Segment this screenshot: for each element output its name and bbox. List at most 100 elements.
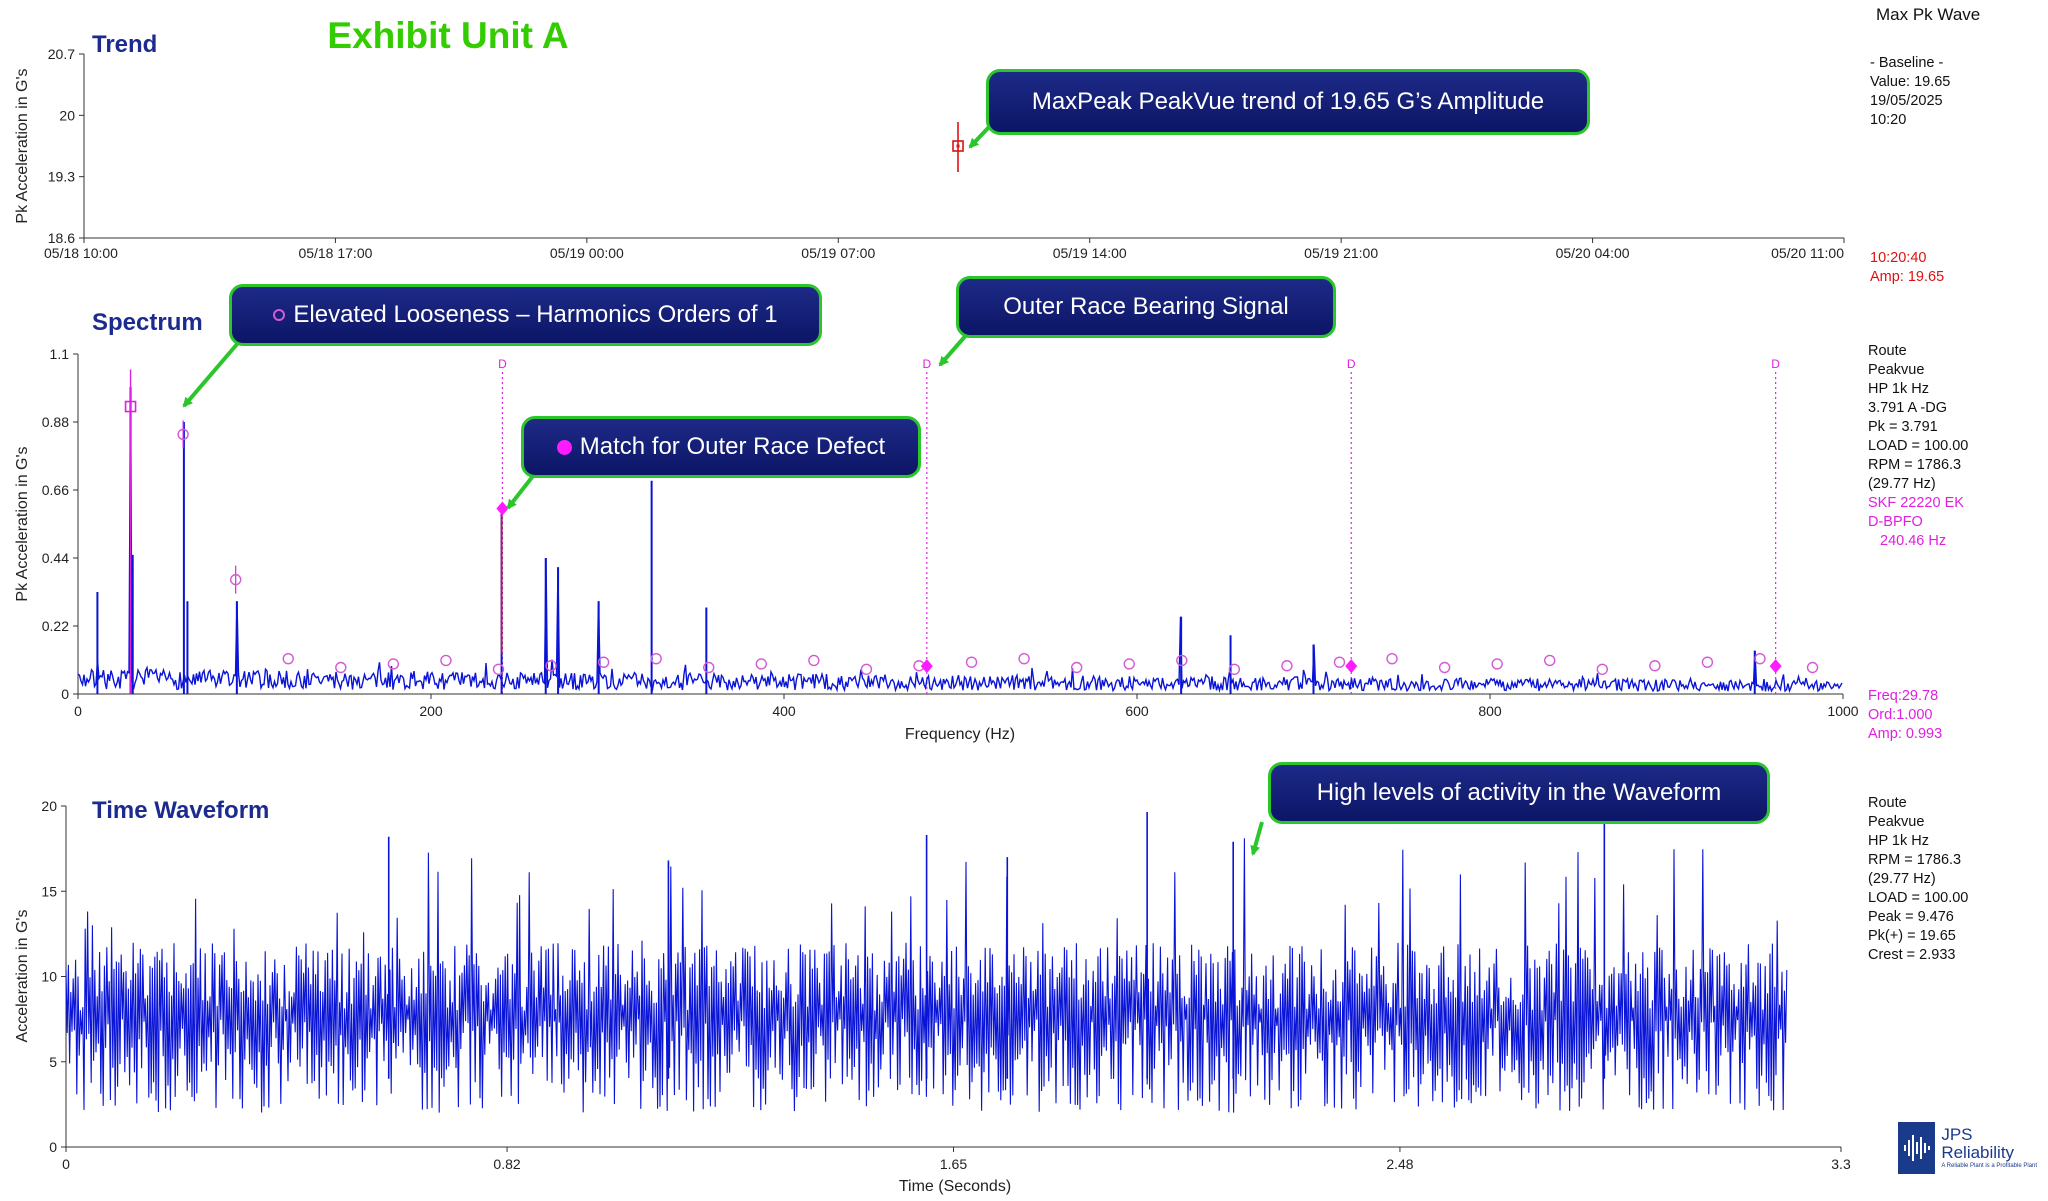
logo-tagline: A Reliable Plant is a Profitable Plant [1941, 1163, 2038, 1169]
fault-match-marker [1769, 659, 1782, 674]
harmonic-marker [440, 654, 452, 667]
trend-x-tick-label: 05/19 14:00 [1053, 245, 1127, 261]
spectrum-x-tick-label: 200 [419, 703, 443, 719]
harmonic-marker [1596, 663, 1608, 675]
harmonic-marker [597, 656, 610, 668]
spectrum-y-tick-label: 0.66 [42, 482, 69, 498]
match-callout-text: Match for Outer Race Defect [579, 433, 886, 460]
trend-y-tick-label: 20 [59, 107, 75, 123]
harmonic-cursor-marker [124, 400, 137, 413]
fault-frequency-label: D [922, 357, 931, 371]
fault-frequency-label: D [498, 357, 507, 371]
waveform-info-line: Crest = 2.933 [1868, 947, 1955, 963]
harmonic-marker [387, 658, 400, 670]
spectrum-cursor-line: Ord:1.000 [1868, 707, 1933, 723]
harmonic-marker [1438, 661, 1451, 674]
fault-dot-icon [556, 439, 572, 455]
spectrum-y-tick-label: 0.22 [42, 618, 69, 634]
spectrum-y-tick-label: 0 [61, 686, 69, 702]
waveform-ylabel: Acceleration in G's [14, 910, 31, 1043]
trend-marks [952, 122, 964, 172]
trend-data-point [952, 140, 964, 152]
trend-callout: MaxPeak PeakVue trend of 19.65 G’s Ampli… [986, 69, 1590, 135]
fault-frequency-label: D [1347, 357, 1356, 371]
spectrum-ticks: 0 0.22 0.44 0.66 0.88 1.1 0 200 400 600 800 1000 [42, 346, 1859, 719]
harmonic-marker [1070, 661, 1083, 674]
trend-y-tick-label: 20.7 [48, 46, 75, 62]
waveform-x-tick-label: 0 [62, 1156, 70, 1172]
waveform-info-line: Peakvue [1868, 814, 1924, 830]
harmonic-marker [860, 663, 873, 675]
spectrum-info-line: Peakvue [1868, 362, 1924, 378]
spectrum-title: Spectrum [92, 309, 203, 336]
waveform-callout: High levels of activity in the Waveform [1268, 762, 1770, 824]
spectrum-bearing-line: D-BPFO [1868, 514, 1923, 530]
waveform-y-tick-label: 0 [49, 1139, 57, 1155]
trend-axes [83, 54, 1844, 239]
harmonic-marker [1333, 656, 1346, 668]
trend-x-tick-label: 05/20 11:00 [1771, 245, 1844, 261]
waveform-x-tick-label: 1.65 [940, 1156, 967, 1172]
harmonic-marker [1123, 658, 1135, 670]
waveform-x-tick-label: 2.48 [1386, 1156, 1413, 1172]
waveform-info-line: HP 1k Hz [1868, 833, 1929, 849]
spectrum-harmonic-markers [124, 369, 1819, 694]
spectrum-y-tick-label: 0.88 [42, 414, 69, 430]
harmonic-marker [545, 660, 557, 672]
spectrum-cursor-line: Freq:29.78 [1868, 688, 1938, 704]
waveform-ticks: 0 5 10 15 20 0 0.82 1.65 2.48 3.3 [41, 798, 1851, 1172]
harmonic-marker [229, 573, 242, 586]
logo-name: JPS Reliability [1941, 1125, 2015, 1162]
trend-ylabel: Pk Acceleration in G's [14, 68, 31, 223]
waveform-info-line: LOAD = 100.00 [1868, 890, 1968, 906]
outer-race-callout-text: Outer Race Bearing Signal [1003, 293, 1289, 320]
trend-callout-arrow [968, 124, 992, 149]
waveform-y-tick-label: 10 [41, 969, 57, 985]
waveform-x-tick-label: 0.82 [493, 1156, 520, 1172]
harmonic-marker [1754, 652, 1766, 665]
harmonic-marker [1701, 656, 1714, 668]
spectrum-info-line: (29.77 Hz) [1868, 476, 1936, 492]
trend-x-tick-label: 05/18 17:00 [298, 245, 372, 261]
waveform-y-tick-label: 20 [41, 798, 57, 814]
outer-race-callout-arrow [938, 331, 970, 367]
trend-x-tick-label: 05/20 04:00 [1556, 245, 1630, 261]
trend-baseline-line: Value: 19.65 [1870, 74, 1950, 90]
harmonic-marker [1491, 658, 1503, 670]
trend-cursor-line: 10:20:40 [1870, 250, 1926, 266]
fault-match-marker [496, 501, 509, 516]
waveform-y-tick-label: 15 [41, 883, 57, 899]
looseness-callout-text: Elevated Looseness – Harmonics Orders of… [293, 301, 778, 328]
harmonic-marker [1386, 652, 1398, 665]
waveform-info-line: (29.77 Hz) [1868, 871, 1936, 887]
spectrum-info-line: HP 1k Hz [1868, 381, 1929, 397]
spectrum-series-line [77, 387, 1843, 694]
trend-x-tick-label: 05/18 10:00 [44, 245, 118, 261]
harmonic-marker [703, 661, 715, 674]
trend-baseline-line: - Baseline - [1870, 55, 1944, 71]
waveform-trace [65, 811, 1788, 1113]
trend-y-tick-label: 18.6 [48, 230, 75, 246]
waveform-y-tick-label: 5 [49, 1054, 57, 1070]
looseness-callout: Elevated Looseness – Harmonics Orders of… [229, 284, 822, 346]
harmonic-marker [650, 652, 662, 665]
fault-match-marker [1345, 659, 1358, 674]
waveform-info-line: Pk(+) = 19.65 [1868, 928, 1956, 944]
trend-baseline-line: 19/05/2025 [1870, 93, 1943, 109]
waveform-title: Time Waveform [92, 797, 269, 824]
harmonic-marker [1228, 663, 1241, 675]
spectrum-info-line: RPM = 1786.3 [1868, 457, 1961, 473]
fault-match-marker [920, 659, 933, 674]
spectrum-y-tick-label: 1.1 [50, 346, 70, 362]
spectrum-bearing-line: 240.46 Hz [1880, 533, 1946, 549]
harmonic-marker [1806, 661, 1819, 674]
harmonic-marker [808, 654, 820, 667]
waveform-xlabel: Time (Seconds) [899, 1178, 1011, 1195]
harmonic-marker [335, 661, 347, 674]
fault-frequency-label: D [1771, 357, 1780, 371]
spectrum-info-line: LOAD = 100.00 [1868, 438, 1968, 454]
spectrum-y-tick-label: 0.44 [42, 550, 69, 566]
outer-race-callout: Outer Race Bearing Signal [956, 276, 1336, 338]
